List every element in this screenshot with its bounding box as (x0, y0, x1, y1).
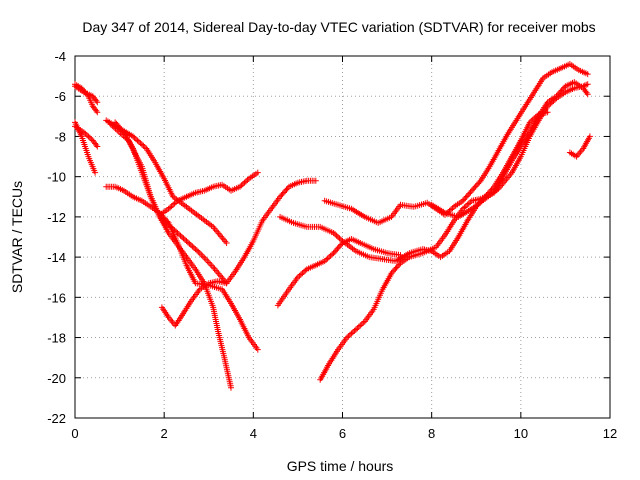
series-13 (317, 79, 591, 383)
x-tick-label: 4 (250, 426, 257, 441)
series-11 (274, 236, 404, 309)
y-tick-label: -22 (47, 411, 66, 426)
series-markers (158, 177, 319, 329)
y-tick-label: -18 (47, 331, 66, 346)
y-tick-label: -16 (47, 290, 66, 305)
y-tick-label: -6 (54, 89, 66, 104)
grid-lines (75, 56, 610, 418)
series-markers (103, 183, 261, 353)
series-markers (317, 79, 591, 383)
series-markers (72, 123, 101, 150)
series-markers (274, 236, 404, 309)
y-tick-label: -10 (47, 170, 66, 185)
y-tick-label: -4 (54, 49, 66, 64)
x-tick-label: 8 (428, 426, 435, 441)
series-10 (158, 177, 319, 329)
axis-ticks: 0 2 4 6 8 10 12 -22 -20 -18 -16 -14 -12 -10 -8 -6 -4 (47, 49, 617, 441)
series-14 (321, 61, 591, 226)
y-tick-label: -8 (54, 129, 66, 144)
y-tick-label: -14 (47, 250, 66, 265)
x-tick-label: 0 (71, 426, 78, 441)
series-markers (428, 81, 591, 220)
series-markers (112, 119, 234, 391)
x-tick-label: 2 (161, 426, 168, 441)
series-4 (72, 83, 101, 106)
y-tick-label: -12 (47, 210, 66, 225)
chart-title: Day 347 of 2014, Sidereal Day-to-day VTE… (82, 19, 595, 35)
series-6 (107, 121, 230, 287)
series-markers (156, 169, 261, 218)
x-tick-label: 12 (603, 426, 617, 441)
series-markers (72, 83, 101, 106)
series-3 (72, 123, 101, 150)
data-series (72, 61, 593, 391)
x-tick-label: 6 (339, 426, 346, 441)
series-8 (103, 183, 261, 353)
series-markers (107, 121, 230, 287)
x-tick-label: 10 (514, 426, 528, 441)
series-9 (156, 169, 261, 218)
series-markers (321, 61, 591, 226)
series-7 (112, 119, 234, 391)
x-axis-label: GPS time / hours (287, 458, 394, 474)
series-15 (428, 81, 591, 220)
series-16 (566, 133, 593, 160)
series-markers (566, 133, 593, 160)
y-axis-label: SDTVAR / TECUs (9, 181, 25, 293)
y-tick-label: -20 (47, 371, 66, 386)
